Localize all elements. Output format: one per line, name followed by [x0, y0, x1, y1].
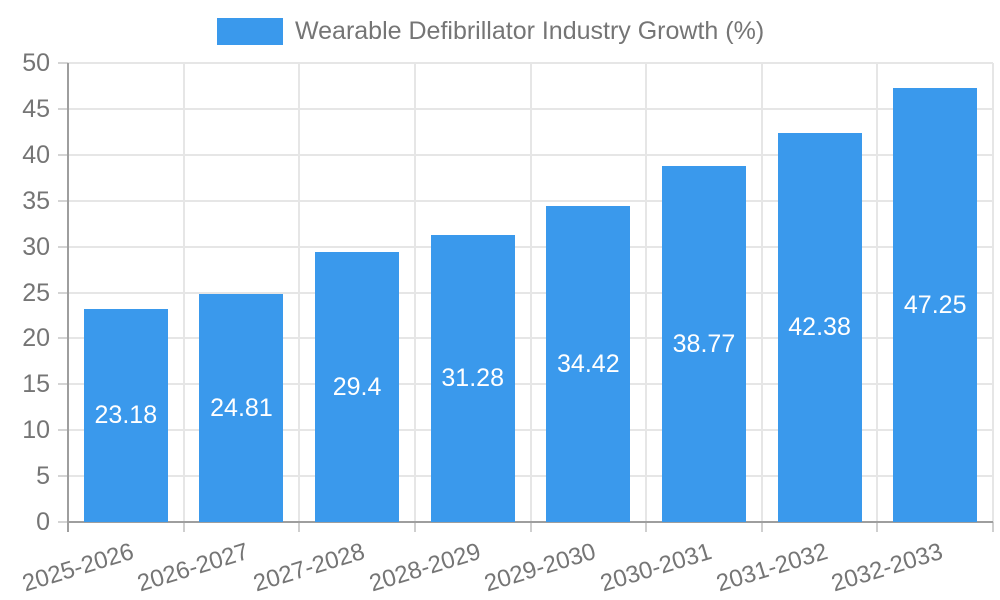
y-axis-tick-label: 0: [36, 508, 50, 536]
x-axis-tick: [529, 522, 532, 532]
bar-value-label: 38.77: [672, 329, 736, 358]
gridline: [413, 63, 416, 522]
bar[interactable]: 31.28: [430, 234, 515, 522]
y-axis-tick-label: 35: [22, 186, 50, 215]
y-axis-tick-label: 45: [22, 94, 50, 123]
y-axis-tick-label: 30: [22, 232, 50, 261]
gridline: [182, 63, 185, 522]
y-axis-tick: [58, 521, 68, 523]
x-axis-tick: [645, 522, 648, 532]
bar[interactable]: 34.42: [546, 206, 631, 522]
y-axis-tick-label: 20: [22, 324, 50, 353]
y-axis-tick: [58, 475, 68, 478]
legend[interactable]: Wearable Defibrillator Industry Growth (…: [217, 18, 764, 45]
gridline: [992, 63, 994, 522]
y-axis-tick: [58, 62, 68, 64]
y-axis-tick: [58, 199, 68, 202]
gridline: [298, 63, 301, 522]
gridline: [876, 63, 879, 522]
y-axis-tick-label: 5: [36, 462, 50, 491]
bar[interactable]: 47.25: [893, 88, 978, 522]
y-axis-line: [67, 63, 69, 532]
x-axis-tick: [298, 522, 301, 532]
bar-value-label: 34.42: [557, 349, 620, 378]
bar-value-label: 31.28: [441, 363, 504, 392]
y-axis-tick-label: 10: [22, 416, 50, 445]
bar[interactable]: 24.81: [199, 294, 284, 522]
x-axis-tick: [992, 522, 994, 532]
gridline: [529, 63, 532, 522]
x-axis-tick: [760, 522, 763, 532]
y-axis-tick: [58, 245, 68, 248]
y-axis-tick-label: 15: [22, 370, 50, 399]
bar-value-label: 23.18: [94, 401, 158, 430]
x-axis-tick: [876, 522, 879, 532]
x-axis-tick: [413, 522, 416, 532]
legend-label: Wearable Defibrillator Industry Growth (…: [295, 17, 765, 45]
gridline: [760, 63, 763, 522]
bar-value-label: 29.4: [332, 372, 382, 401]
bar-value-label: 47.25: [903, 290, 967, 319]
y-axis-tick: [58, 429, 68, 432]
x-axis-line: [68, 521, 993, 523]
bar[interactable]: 38.77: [661, 166, 746, 522]
bar[interactable]: 29.4: [315, 252, 400, 522]
y-axis-tick-label: 50: [22, 49, 50, 77]
y-axis-tick: [58, 153, 68, 156]
y-axis-tick: [58, 291, 68, 294]
legend-swatch-icon: [217, 18, 283, 45]
bar-value-label: 42.38: [788, 312, 851, 341]
bar[interactable]: 42.38: [777, 132, 862, 522]
gridline: [645, 63, 648, 522]
y-axis-tick-label: 40: [22, 140, 50, 169]
bar[interactable]: 23.18: [83, 309, 168, 522]
y-axis-tick: [58, 107, 68, 110]
y-axis-tick: [58, 383, 68, 386]
x-axis-tick: [182, 522, 185, 532]
y-axis-tick-label: 25: [22, 278, 50, 307]
bar-value-label: 24.81: [210, 393, 273, 422]
y-axis-tick: [58, 337, 68, 340]
